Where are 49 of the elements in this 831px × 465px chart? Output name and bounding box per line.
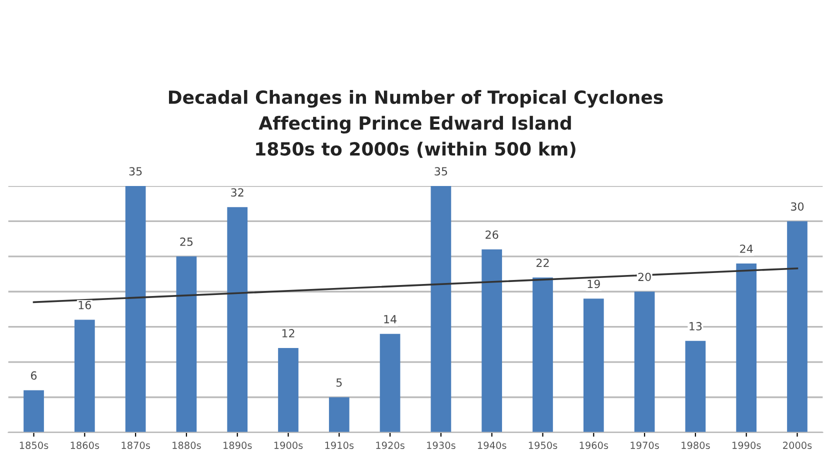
- data-label: 35: [129, 167, 142, 176]
- x-tick-label: 1890s: [224, 442, 252, 450]
- x-tick-label: 1870s: [122, 442, 150, 450]
- x-tick-label: 1950s: [528, 442, 558, 450]
- x-tick-label: 1970s: [630, 442, 659, 450]
- data-label: 13: [690, 322, 702, 330]
- bar: [532, 278, 553, 432]
- bar: [74, 320, 95, 432]
- data-label: 5: [336, 378, 342, 387]
- bar: [736, 263, 757, 432]
- bar: [430, 186, 452, 432]
- data-label: 25: [180, 238, 193, 246]
- bar: [787, 221, 808, 432]
- x-tick-label: 1960s: [580, 442, 608, 450]
- x-tick-label: 1930s: [427, 442, 456, 450]
- data-label: 22: [536, 258, 549, 267]
- x-tick-label: 1860s: [70, 442, 100, 450]
- data-label: 24: [740, 244, 753, 253]
- data-label: 19: [588, 280, 600, 288]
- x-tick-label: 1980s: [682, 442, 710, 450]
- bar: [685, 340, 706, 432]
- data-label: 20: [638, 272, 651, 282]
- bar: [176, 256, 197, 432]
- x-tick-label: 2000s: [783, 442, 812, 450]
- data-label: 14: [384, 315, 396, 324]
- data-label: 12: [282, 329, 294, 338]
- bar: [227, 207, 248, 432]
- bar: [24, 390, 44, 432]
- bar: [125, 186, 146, 432]
- data-label: 35: [434, 167, 448, 176]
- bar: [482, 249, 502, 432]
- bar: [278, 348, 298, 432]
- x-tick-label: 1880s: [172, 442, 201, 450]
- x-tick-label: 1920s: [376, 442, 404, 450]
- bar: [583, 298, 604, 432]
- data-label: 16: [78, 300, 92, 310]
- x-tick-label: 1850s: [20, 442, 48, 450]
- x-tick-label: 1990s: [732, 442, 761, 450]
- data-label: 26: [486, 230, 498, 239]
- data-label: 32: [231, 188, 244, 197]
- bar: [328, 397, 350, 432]
- x-tick-label: 1910s: [325, 442, 354, 450]
- x-tick-label: 1940s: [478, 442, 506, 450]
- bar: [380, 334, 400, 432]
- data-label: 6: [31, 371, 37, 380]
- bar: [634, 292, 655, 432]
- x-tick-label: 1900s: [274, 442, 303, 450]
- chart-title: Decadal Changes in Number of Tropical Cyclones Affecting Prince Edward Island 1850s to 2000s (within 500 km): [168, 90, 663, 158]
- data-label: 30: [791, 202, 804, 211]
